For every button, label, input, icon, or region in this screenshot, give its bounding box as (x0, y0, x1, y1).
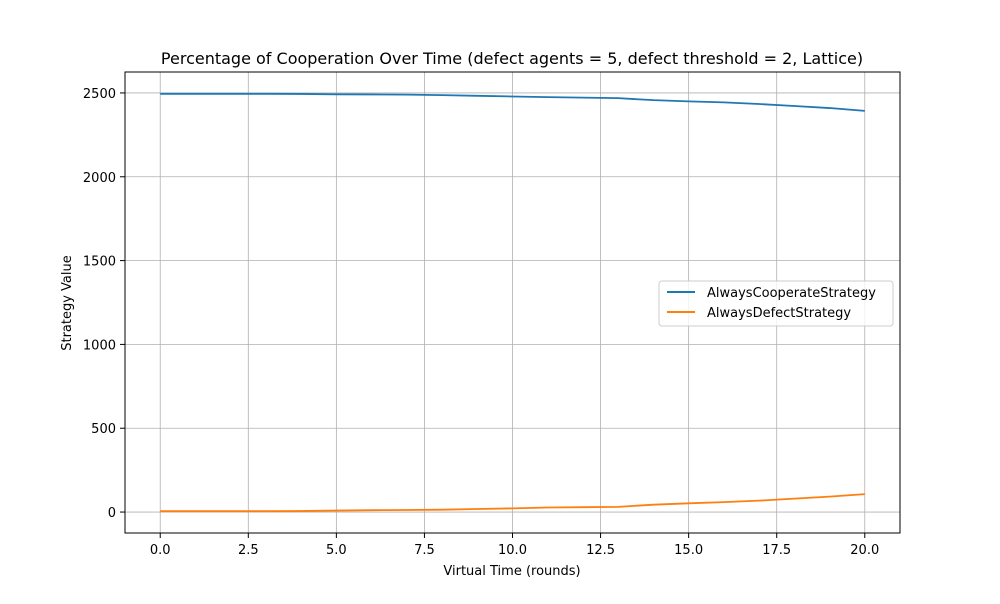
x-tick-label: 15.0 (674, 543, 703, 558)
y-tick-label: 0 (108, 506, 116, 521)
x-tick-label: 12.5 (586, 543, 615, 558)
legend-box (658, 280, 894, 327)
legend-label-cooperate: AlwaysCooperateStrategy (707, 286, 876, 301)
x-tick-label: 5.0 (326, 543, 347, 558)
x-tick-label: 0.0 (150, 543, 171, 558)
legend: AlwaysCooperateStrategy AlwaysDefectStra… (658, 280, 894, 327)
x-tick-label: 7.5 (414, 543, 435, 558)
y-tick-label: 1000 (83, 338, 116, 353)
x-tick-label: 17.5 (762, 543, 791, 558)
y-axis-ticks: 0 500 1000 1500 2000 2500 (83, 87, 125, 521)
x-axis-title: Virtual Time (rounds) (443, 564, 580, 579)
x-axis-ticks: 0.0 2.5 5.0 7.5 10.0 12.5 15.0 17.5 20.0 (150, 533, 879, 558)
x-tick-label: 2.5 (238, 543, 259, 558)
grid-lines (125, 72, 900, 533)
x-tick-label: 10.0 (498, 543, 527, 558)
y-tick-label: 2500 (83, 87, 116, 102)
y-tick-label: 500 (91, 422, 116, 437)
x-tick-label: 20.0 (850, 543, 879, 558)
y-tick-label: 1500 (83, 255, 116, 270)
y-tick-label: 2000 (83, 171, 116, 186)
chart-title: Percentage of Cooperation Over Time (def… (161, 49, 863, 68)
legend-label-defect: AlwaysDefectStrategy (707, 306, 851, 321)
y-axis-title: Strategy Value (60, 255, 75, 351)
series-lines (160, 92, 865, 513)
series-line-defect (160, 493, 865, 513)
series-line-cooperate (160, 92, 865, 112)
